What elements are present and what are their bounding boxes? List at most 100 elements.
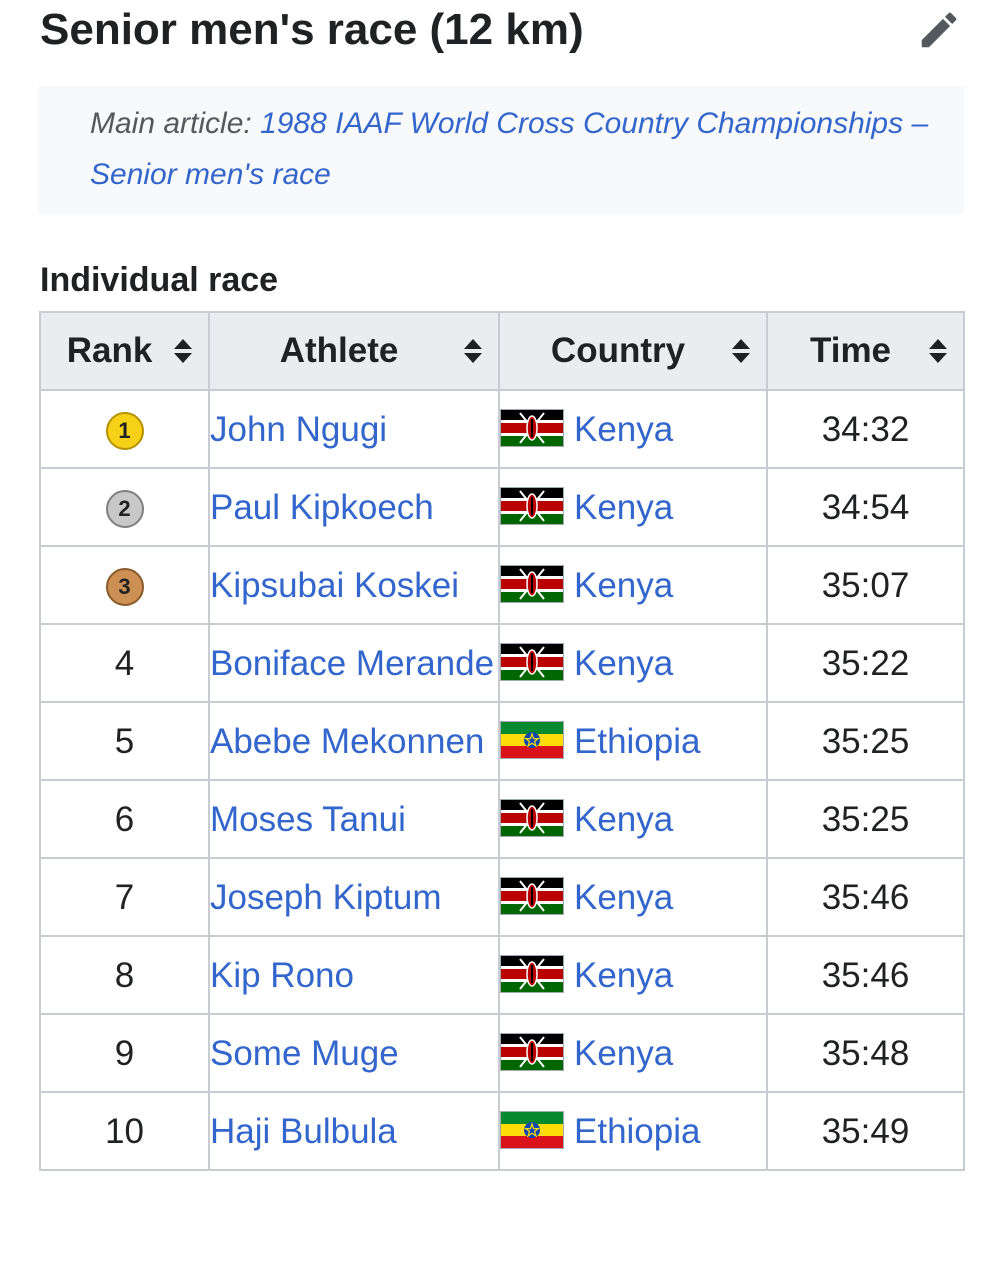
rank-cell: 8 (39, 935, 210, 1015)
athlete-link[interactable]: Haji Bulbula (210, 1111, 397, 1151)
athlete-link[interactable]: Boniface Merande (210, 643, 495, 683)
kenya-flag-icon (500, 643, 564, 681)
section-heading: Senior men's race (12 km) (38, 0, 964, 62)
rank-number: 4 (114, 643, 135, 683)
rank-number: 10 (105, 1111, 144, 1151)
sort-updown-icon[interactable] (730, 337, 752, 365)
table-row: 8 Kip Rono Kenya 35:46 (39, 935, 965, 1015)
kenya-flag-icon (500, 565, 564, 603)
athlete-link[interactable]: Kipsubai Koskei (210, 565, 460, 605)
athlete-link[interactable]: Abebe Mekonnen (210, 721, 485, 761)
rank-number: 8 (114, 955, 135, 995)
edit-section-button[interactable] (914, 4, 964, 56)
country-cell: Kenya (498, 1013, 768, 1093)
ethiopia-flag-icon (500, 1111, 564, 1149)
rank-cell: 3 (39, 545, 210, 625)
time-cell: 35:22 (766, 623, 965, 703)
time-cell: 34:54 (766, 467, 965, 547)
hatnote-prefix: Main article: (90, 107, 252, 140)
table-row: 1 John Ngugi Kenya 34:32 (39, 389, 965, 469)
country-cell: Kenya (498, 467, 768, 547)
rank-cell: 2 (39, 467, 210, 547)
rank-number: 6 (114, 799, 135, 839)
rank-cell: 4 (39, 623, 210, 703)
country-link[interactable]: Ethiopia (574, 1111, 701, 1151)
sort-updown-icon[interactable] (462, 337, 484, 365)
country-link[interactable]: Kenya (574, 955, 674, 995)
ethiopia-flag-icon (500, 721, 564, 759)
column-header-rank[interactable]: Rank (39, 311, 210, 391)
country-cell: Kenya (498, 935, 768, 1015)
sort-updown-icon[interactable] (172, 337, 194, 365)
athlete-cell: Some Muge (208, 1013, 500, 1093)
country-link[interactable]: Kenya (574, 1033, 674, 1073)
rank-cell: 5 (39, 701, 210, 781)
kenya-flag-icon (500, 409, 564, 447)
country-link[interactable]: Kenya (574, 409, 674, 449)
bronze-medal-icon: 3 (105, 568, 144, 607)
rank-cell: 7 (39, 857, 210, 937)
column-header-time[interactable]: Time (766, 311, 965, 391)
country-link[interactable]: Kenya (574, 643, 674, 683)
athlete-cell: Kip Rono (208, 935, 500, 1015)
athlete-cell: Paul Kipkoech (208, 467, 500, 547)
rank-number: 5 (114, 721, 135, 761)
athlete-link[interactable]: Moses Tanui (210, 799, 406, 839)
country-cell: Kenya (498, 857, 768, 937)
table-header-row: Rank Athlete Country Time (39, 311, 965, 391)
kenya-flag-icon (500, 955, 564, 993)
column-header-label: Rank (66, 331, 153, 370)
country-cell: Ethiopia (498, 701, 768, 781)
country-cell: Kenya (498, 545, 768, 625)
column-header-country[interactable]: Country (498, 311, 768, 391)
sort-updown-icon[interactable] (927, 337, 949, 365)
table-row: 5 Abebe Mekonnen Ethiopia 35:25 (39, 701, 965, 781)
rank-cell: 9 (39, 1013, 210, 1093)
kenya-flag-icon (500, 1033, 564, 1071)
country-link[interactable]: Kenya (574, 487, 674, 527)
country-cell: Kenya (498, 389, 768, 469)
athlete-cell: Joseph Kiptum (208, 857, 500, 937)
country-link[interactable]: Kenya (574, 877, 674, 917)
time-cell: 35:07 (766, 545, 965, 625)
country-link[interactable]: Kenya (574, 799, 674, 839)
athlete-link[interactable]: Paul Kipkoech (210, 487, 434, 527)
table-row: 4 Boniface Merande Kenya 35:22 (39, 623, 965, 703)
athlete-cell: Boniface Merande (208, 623, 500, 703)
silver-medal-icon: 2 (105, 490, 144, 529)
results-table: Rank Athlete Country Time 1 John Ngugi Ken… (39, 311, 965, 1171)
table-row: 9 Some Muge Kenya 35:48 (39, 1013, 965, 1093)
time-cell: 35:48 (766, 1013, 965, 1093)
time-cell: 35:46 (766, 935, 965, 1015)
country-cell: Kenya (498, 779, 768, 859)
time-cell: 35:25 (766, 779, 965, 859)
athlete-cell: Moses Tanui (208, 779, 500, 859)
kenya-flag-icon (500, 877, 564, 915)
section-title: Senior men's race (12 km) (40, 5, 584, 54)
main-article-link[interactable]: 1988 IAAF World Cross Country Championsh… (90, 107, 929, 191)
rank-number: 9 (114, 1033, 135, 1073)
time-cell: 35:46 (766, 857, 965, 937)
athlete-cell: John Ngugi (208, 389, 500, 469)
table-row: 6 Moses Tanui Kenya 35:25 (39, 779, 965, 859)
table-row: 3 Kipsubai Koskei Kenya 35:07 (39, 545, 965, 625)
athlete-cell: Haji Bulbula (208, 1091, 500, 1171)
column-header-athlete[interactable]: Athlete (208, 311, 500, 391)
athlete-link[interactable]: Some Muge (210, 1033, 399, 1073)
country-cell: Kenya (498, 623, 768, 703)
country-link[interactable]: Kenya (574, 565, 674, 605)
rank-cell: 6 (39, 779, 210, 859)
rank-cell: 1 (39, 389, 210, 469)
country-link[interactable]: Ethiopia (574, 721, 701, 761)
time-cell: 34:32 (766, 389, 965, 469)
athlete-link[interactable]: John Ngugi (210, 409, 388, 449)
athlete-link[interactable]: Joseph Kiptum (210, 877, 442, 917)
main-article-hatnote: Main article: 1988 IAAF World Cross Coun… (38, 86, 964, 214)
athlete-cell: Abebe Mekonnen (208, 701, 500, 781)
pencil-icon (921, 12, 957, 48)
table-row: 2 Paul Kipkoech Kenya 34:54 (39, 467, 965, 547)
athlete-link[interactable]: Kip Rono (210, 955, 354, 995)
column-header-label: Time (809, 331, 892, 370)
gold-medal-icon: 1 (105, 412, 144, 451)
kenya-flag-icon (500, 487, 564, 525)
